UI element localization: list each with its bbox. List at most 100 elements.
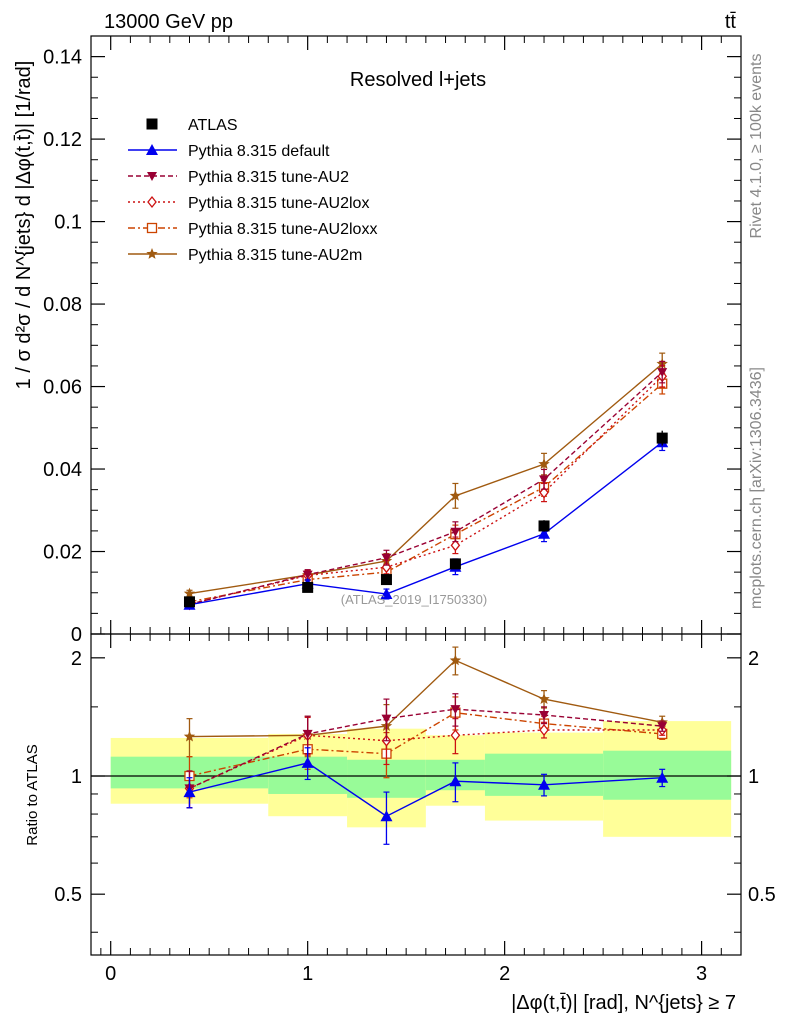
legend-entry-default: Pythia 8.315 default (128, 143, 330, 160)
default-marker (301, 756, 314, 768)
legend-entry-au2m: Pythia 8.315 tune-AU2m (128, 247, 362, 264)
legend-label-au2loxx: Pythia 8.315 tune-AU2loxx (188, 221, 377, 238)
y-tick-label: 0 (71, 624, 82, 646)
au2m-marker (449, 489, 462, 501)
au2-marker (450, 705, 461, 715)
atlas-marker (302, 581, 314, 593)
default-marker (146, 144, 158, 155)
x-tick-label: 0 (105, 963, 116, 985)
au2-marker (450, 527, 461, 537)
default-marker (538, 778, 551, 790)
y-axis-label-ratio: Ratio to ATLAS (24, 744, 41, 845)
legend-entry-au2loxx: Pythia 8.315 tune-AU2loxx (128, 221, 377, 238)
au2lox-marker (539, 486, 549, 499)
au2loxx-marker (146, 222, 158, 234)
plot-title: Resolved l+jets (350, 69, 486, 91)
main-line-au2lox (189, 375, 663, 605)
atlas-marker (656, 432, 668, 444)
analysis-id: (ATLAS_2019_I1750330) (341, 592, 487, 607)
atlas-marker (538, 520, 550, 532)
au2m-marker (183, 587, 196, 599)
au2-marker (381, 714, 392, 724)
default-marker (449, 775, 462, 787)
y-tick-label: 0.02 (43, 542, 82, 564)
au2-marker (539, 475, 550, 485)
au2-marker (302, 570, 313, 580)
au2-marker (657, 368, 668, 378)
y-tick-label: 0.14 (43, 47, 82, 69)
ratio-series-default (183, 747, 669, 845)
ratio-tick-label-right: 1 (748, 766, 759, 788)
ratio-line-default (189, 762, 663, 818)
legend-entry-au2: Pythia 8.315 tune-AU2 (128, 169, 349, 186)
ratio-line-au2 (189, 708, 663, 790)
legend-label-au2m: Pythia 8.315 tune-AU2m (188, 247, 362, 264)
main-line-au2loxx (189, 383, 663, 603)
y-axis-label-main: 1 / σ d²σ / d N^{jets} d |Δφ(t,t̄)| [1/r… (13, 61, 35, 390)
axes: 0 1 2 3 0 0.02 0.04 0.06 0.08 0.1 0.12 0.14 0.5 0.5 1 1… (43, 35, 776, 985)
ratio-tick-label-left: 2 (71, 648, 82, 670)
au2m-marker (538, 693, 550, 704)
au2lox-marker (539, 723, 549, 737)
main-line-au2 (189, 371, 663, 605)
ratio-line-au2m (189, 659, 663, 738)
default-marker (380, 810, 393, 822)
au2m-marker (146, 248, 158, 259)
atlas-marker (380, 574, 392, 586)
y-tick-label: 0.08 (43, 294, 82, 316)
x-tick-label: 1 (302, 963, 313, 985)
y-tick-label: 0.06 (43, 377, 82, 399)
au2m-marker (183, 730, 196, 742)
x-axis-label: |Δφ(t,t̄)| [rad], N^{jets} ≥ 7 (511, 992, 736, 1014)
au2m-marker (538, 458, 550, 469)
rivet-label: Rivet 4.1.0, ≥ 100k events (748, 54, 765, 239)
main-series-au2lox (184, 364, 668, 611)
ratio-frame (90, 633, 742, 956)
series-layer (183, 352, 669, 845)
y-tick-label: 0.04 (43, 459, 82, 481)
legend: ATLAS Pythia 8.315 default Pythia 8.315 tu… (128, 117, 377, 264)
default-marker (380, 587, 393, 599)
main-line-au2m (189, 363, 663, 595)
atlas-marker (183, 596, 195, 608)
x-tick-label: 2 (499, 963, 510, 985)
au2-marker (657, 722, 668, 732)
legend-entry-au2lox: Pythia 8.315 tune-AU2lox (128, 195, 369, 212)
legend-label-au2: Pythia 8.315 tune-AU2 (188, 169, 349, 186)
au2-marker (147, 172, 157, 181)
main-line-default (189, 441, 663, 606)
atlas-marker (449, 558, 461, 570)
au2-marker (539, 711, 550, 721)
au2lox-marker (450, 539, 461, 552)
legend-label-default: Pythia 8.315 default (188, 143, 330, 160)
process-label: tt̄ (725, 11, 737, 33)
energy-label: 13000 GeV pp (104, 11, 233, 33)
main-series-atlas (183, 430, 668, 608)
au2-marker (381, 553, 392, 563)
ratio-tick-label-left: 1 (71, 766, 82, 788)
mcplots-label: mcplots.cern.ch [arXiv:1306.3436] (748, 367, 765, 609)
legend-entry-atlas: ATLAS (146, 117, 238, 134)
default-marker (183, 786, 196, 798)
ratio-tick-label-right: 2 (748, 648, 759, 670)
au2-marker (302, 729, 313, 739)
default-marker (656, 771, 669, 783)
atlas-marker (146, 118, 158, 130)
y-tick-label: 0.1 (54, 212, 82, 234)
ratio-tick-label-left: 0.5 (54, 884, 82, 906)
default-marker (538, 527, 551, 539)
main-series-au2m (183, 352, 668, 599)
x-tick-label: 3 (696, 963, 707, 985)
main-series-au2 (184, 360, 668, 610)
y-tick-label: 0.12 (43, 129, 82, 151)
legend-label-au2lox: Pythia 8.315 tune-AU2lox (188, 195, 369, 212)
ratio-line-au2loxx (189, 711, 663, 777)
ratio-tick-label-right: 0.5 (748, 884, 776, 906)
ratio-line-au2lox (189, 729, 663, 790)
au2m-marker (449, 654, 462, 666)
legend-label-atlas: ATLAS (188, 117, 238, 134)
band-inner-bin (603, 750, 732, 800)
main-series-au2loxx (184, 372, 668, 607)
au2lox-marker (450, 729, 461, 742)
